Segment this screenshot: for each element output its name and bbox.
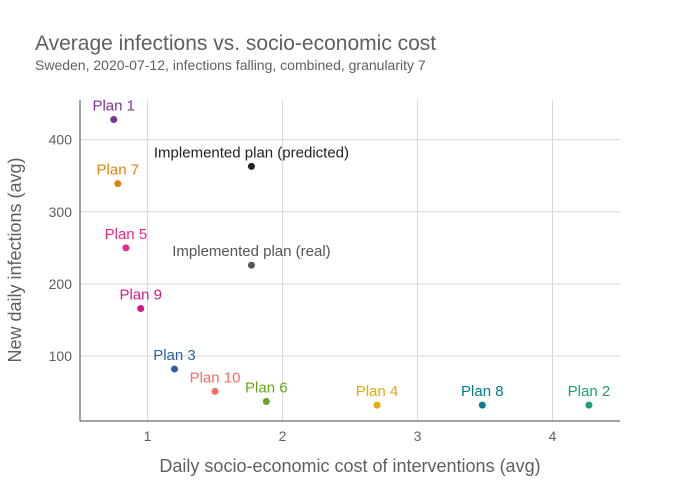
data-point-label: Plan 1 (92, 97, 135, 114)
data-point (247, 162, 255, 170)
x-tick-label: 3 (414, 428, 422, 444)
data-point (211, 387, 219, 395)
x-tick-label: 2 (279, 428, 287, 444)
data-point (373, 401, 381, 409)
x-tick-label: 1 (144, 428, 152, 444)
data-point (137, 304, 145, 312)
data-point-label: Plan 7 (97, 162, 140, 179)
x-axis-title: Daily socio-economic cost of interventio… (159, 456, 540, 476)
data-point-label: Plan 4 (356, 383, 399, 400)
data-point-label: Plan 3 (153, 347, 196, 364)
data-point (114, 180, 122, 188)
chart-subtitle: Sweden, 2020-07-12, infections falling, … (35, 57, 426, 73)
data-point (262, 398, 270, 406)
data-point (171, 365, 178, 373)
tick-labels: 1 2 3 4 100 200 300 400 (49, 132, 557, 444)
y-tick-label: 100 (49, 348, 73, 364)
data-point (478, 401, 486, 409)
chart-title: Average infections vs. socio-economic co… (35, 32, 436, 55)
grid (80, 100, 620, 421)
data-point-label: Plan 5 (105, 226, 148, 243)
x-tick-label: 4 (549, 428, 557, 444)
data-point (247, 261, 255, 269)
data-point-label: Plan 2 (568, 383, 611, 400)
y-tick-label: 400 (49, 132, 73, 148)
data-point (110, 115, 118, 123)
data-point-label: Plan 9 (119, 286, 162, 303)
y-tick-label: 200 (49, 276, 73, 292)
data-point-label: Plan 10 (190, 369, 241, 386)
data-point (585, 401, 593, 409)
y-tick-label: 300 (49, 204, 73, 220)
data-point (122, 244, 130, 252)
data-point-label: Plan 6 (245, 380, 288, 397)
axes (79, 100, 620, 422)
data-point-label: Implemented plan (predicted) (154, 144, 349, 161)
data-point-label: Plan 8 (461, 383, 504, 400)
y-axis-title: New daily infections (avg) (5, 157, 25, 362)
data-point-label: Implemented plan (real) (172, 243, 330, 260)
